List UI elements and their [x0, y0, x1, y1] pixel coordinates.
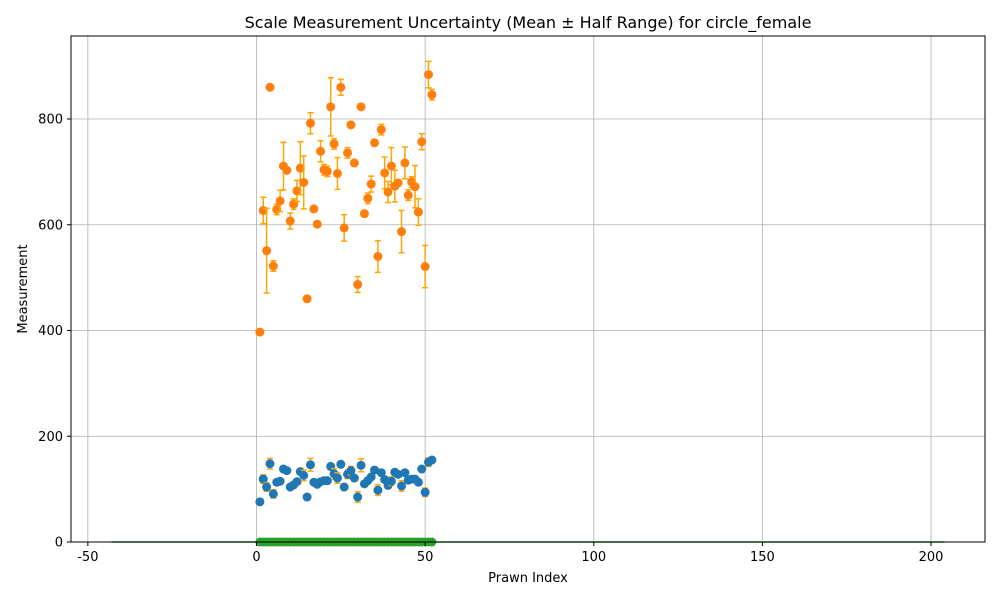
data-point — [285, 216, 295, 226]
data-point — [275, 476, 285, 486]
data-point — [302, 294, 312, 304]
x-tick-label: -50 — [77, 550, 98, 565]
data-point — [373, 251, 383, 261]
data-point — [339, 482, 349, 492]
data-point — [305, 118, 315, 128]
data-point — [424, 70, 434, 80]
data-marks — [255, 60, 437, 547]
x-tick-label: 50 — [417, 550, 434, 565]
x-axis-ticks: -50 0 50 100 150 200 — [77, 542, 943, 565]
series-1 — [255, 455, 437, 507]
data-point — [417, 464, 427, 474]
data-point — [262, 482, 272, 492]
data-point — [255, 497, 265, 507]
data-point — [427, 90, 437, 100]
data-point — [292, 477, 302, 487]
y-tick-label: 600 — [38, 218, 63, 233]
data-point — [302, 492, 312, 502]
data-point — [336, 82, 346, 92]
data-point — [393, 469, 403, 479]
x-tick-label: 150 — [750, 550, 775, 565]
data-point — [329, 139, 339, 149]
data-point — [393, 178, 403, 188]
y-tick-label: 800 — [38, 113, 63, 128]
data-point — [275, 196, 285, 206]
data-point — [295, 163, 305, 173]
data-point — [316, 146, 326, 156]
data-point — [262, 246, 272, 256]
data-point — [400, 468, 410, 478]
data-point — [349, 473, 359, 483]
data-point — [366, 472, 376, 482]
data-point — [370, 465, 380, 475]
data-point — [265, 82, 275, 92]
data-point — [353, 280, 363, 290]
data-point — [363, 193, 373, 203]
data-point — [322, 476, 332, 486]
y-tick-label: 0 — [55, 536, 63, 551]
data-point — [403, 190, 413, 200]
grid — [71, 36, 985, 543]
data-point — [336, 459, 346, 469]
data-point — [339, 223, 349, 233]
data-point — [282, 165, 292, 175]
data-point — [346, 466, 356, 476]
data-point — [312, 219, 322, 229]
data-point — [258, 474, 268, 484]
x-axis-label: Prawn Index — [488, 571, 568, 586]
data-point — [376, 468, 386, 478]
data-point — [309, 204, 319, 214]
data-point — [400, 158, 410, 168]
plot-frame — [70, 35, 986, 543]
data-point — [359, 209, 369, 219]
data-point — [417, 137, 427, 147]
data-point — [326, 102, 336, 112]
data-point — [349, 158, 359, 168]
data-point — [268, 261, 278, 271]
data-point — [370, 138, 380, 148]
data-point — [356, 460, 366, 470]
data-point — [332, 473, 342, 483]
x-tick-label: 0 — [252, 550, 260, 565]
data-point — [299, 470, 309, 480]
data-point — [356, 102, 366, 112]
y-axis-label: Measurement — [16, 244, 31, 333]
data-point — [332, 168, 342, 178]
data-point — [413, 477, 423, 487]
data-point — [299, 177, 309, 187]
data-point — [386, 476, 396, 486]
y-tick-label: 200 — [38, 430, 63, 445]
data-point — [383, 187, 393, 197]
data-point — [420, 262, 430, 272]
data-point — [265, 459, 275, 469]
data-point — [410, 182, 420, 192]
x-tick-label: 100 — [581, 550, 606, 565]
x-tick-label: 200 — [919, 550, 944, 565]
data-point — [413, 207, 423, 217]
data-point — [292, 186, 302, 196]
series-0 — [255, 60, 437, 337]
data-point — [366, 179, 376, 189]
chart-title: Scale Measurement Uncertainty (Mean ± Ha… — [245, 13, 812, 33]
data-point — [420, 487, 430, 497]
data-point — [322, 166, 332, 176]
data-point — [427, 455, 437, 465]
data-point — [380, 168, 390, 178]
data-point — [268, 489, 278, 499]
data-point — [376, 125, 386, 135]
y-tick-label: 400 — [38, 324, 63, 339]
data-point — [343, 148, 353, 158]
data-point — [397, 481, 407, 491]
data-point — [373, 485, 383, 495]
data-point — [255, 327, 265, 337]
data-point — [397, 227, 407, 237]
y-axis-ticks: 0 200 400 600 800 — [38, 113, 71, 551]
data-point — [346, 120, 356, 130]
data-point — [282, 466, 292, 476]
data-point — [386, 161, 396, 171]
data-point — [305, 460, 315, 470]
data-point — [353, 492, 363, 502]
